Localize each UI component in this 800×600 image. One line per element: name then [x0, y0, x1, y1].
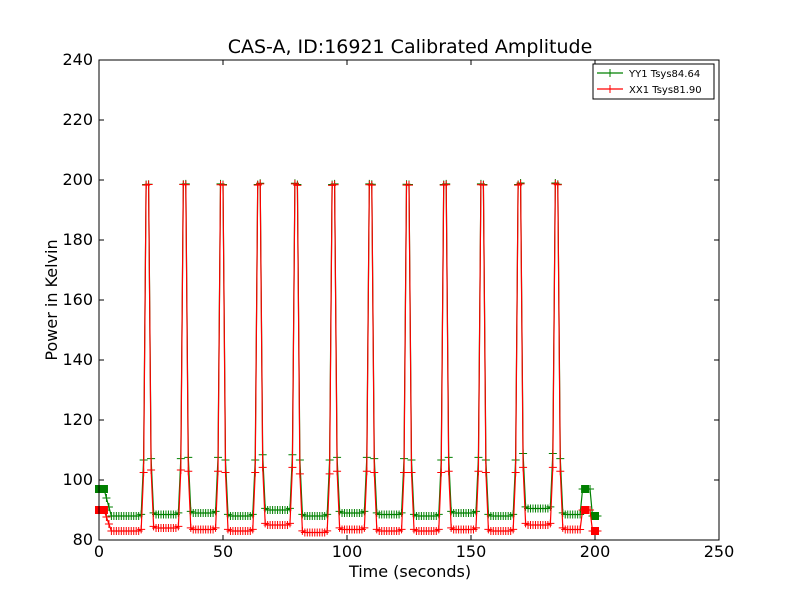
- data-point: [362, 467, 371, 476]
- data-point: [397, 508, 406, 517]
- data-point: [546, 502, 555, 511]
- cal-marker: [591, 527, 599, 535]
- ticks-layer: 0 50 100 150 200 250 80 100 120 140 160 180 200 220 24…: [62, 50, 734, 561]
- data-point: [251, 468, 260, 477]
- y-tick-label: 220: [62, 110, 93, 129]
- data-point: [139, 468, 148, 477]
- data-point: [295, 469, 304, 478]
- data-point: [184, 467, 193, 476]
- data-point: [102, 513, 111, 521]
- legend-marker: [606, 69, 614, 77]
- data-point: [481, 468, 490, 477]
- cal-marker: [581, 506, 590, 514]
- data-point: [400, 468, 409, 477]
- data-point: [219, 181, 227, 190]
- data-point: [511, 468, 520, 477]
- data-point: [546, 519, 555, 528]
- y-tick-label: 160: [62, 290, 93, 309]
- data-point: [102, 494, 111, 502]
- data-point: [437, 468, 446, 477]
- data-point: [407, 468, 416, 477]
- legend: YY1 Tsys84.64 XX1 Tsys81.90: [592, 63, 715, 100]
- y-tick-label: 200: [62, 170, 93, 189]
- data-point: [360, 507, 369, 516]
- data-point: [509, 525, 518, 534]
- data-point: [176, 465, 185, 474]
- data-point: [471, 523, 480, 532]
- data-point: [434, 525, 443, 534]
- data-point: [181, 180, 190, 189]
- data-point: [516, 179, 525, 188]
- data-point: [556, 467, 565, 476]
- data-point: [214, 467, 223, 476]
- data-point: [471, 507, 480, 516]
- data-point: [370, 468, 379, 477]
- y-tick-label: 80: [73, 530, 93, 549]
- data-point: [147, 465, 156, 474]
- data-point: [221, 468, 230, 477]
- chart-title: CAS-A, ID:16921 Calibrated Amplitude: [228, 36, 593, 58]
- data-point: [211, 507, 220, 516]
- legend-marker: [606, 85, 614, 93]
- data-point: [288, 463, 297, 472]
- data-point: [474, 467, 483, 476]
- plot-background: [99, 60, 719, 540]
- data-point: [576, 510, 585, 519]
- data-point: [397, 525, 406, 534]
- x-tick-label: 50: [213, 542, 233, 561]
- x-tick-label: 250: [704, 542, 735, 561]
- data-point: [330, 180, 339, 189]
- data-point: [323, 526, 332, 535]
- y-tick-label: 240: [62, 50, 93, 69]
- data-point: [211, 523, 220, 532]
- data-point: [442, 180, 451, 189]
- y-tick-label: 180: [62, 230, 93, 249]
- data-point: [174, 522, 183, 531]
- data-point: [137, 525, 146, 534]
- data-point: [360, 523, 369, 532]
- data-point: [548, 463, 557, 472]
- data-point: [258, 463, 267, 472]
- data-point: [553, 180, 562, 189]
- x-tick-label: 100: [332, 542, 363, 561]
- data-point: [256, 179, 265, 188]
- cal-marker: [581, 485, 590, 493]
- data-point: [367, 181, 376, 190]
- cal-marker: [99, 485, 108, 493]
- x-axis-label: Time (seconds): [348, 562, 471, 581]
- data-point: [285, 519, 294, 528]
- data-point: [104, 520, 113, 528]
- series-layer: [95, 179, 602, 537]
- legend-label: XX1 Tsys81.90: [629, 85, 702, 96]
- data-point: [144, 180, 153, 189]
- data-point: [444, 467, 453, 476]
- data-point: [519, 463, 528, 472]
- x-tick-label: 150: [456, 542, 487, 561]
- y-tick-label: 100: [62, 470, 93, 489]
- series-xx1: [95, 179, 602, 537]
- cal-marker: [99, 506, 108, 514]
- data-point: [405, 181, 413, 190]
- data-point: [248, 525, 257, 534]
- data-point: [323, 510, 332, 519]
- cal-marker: [591, 512, 599, 520]
- legend-box: [592, 63, 715, 100]
- data-point: [576, 525, 585, 534]
- data-point: [325, 469, 334, 478]
- y-tick-label: 140: [62, 350, 93, 369]
- legend-label: YY1 Tsys84.64: [628, 69, 700, 80]
- y-axis-label: Power in Kelvin: [42, 239, 61, 360]
- y-tick-label: 120: [62, 410, 93, 429]
- x-tick-label: 0: [94, 542, 104, 561]
- data-point: [333, 467, 342, 476]
- data-point: [479, 181, 488, 190]
- x-tick-label: 200: [580, 542, 611, 561]
- data-point: [293, 181, 302, 190]
